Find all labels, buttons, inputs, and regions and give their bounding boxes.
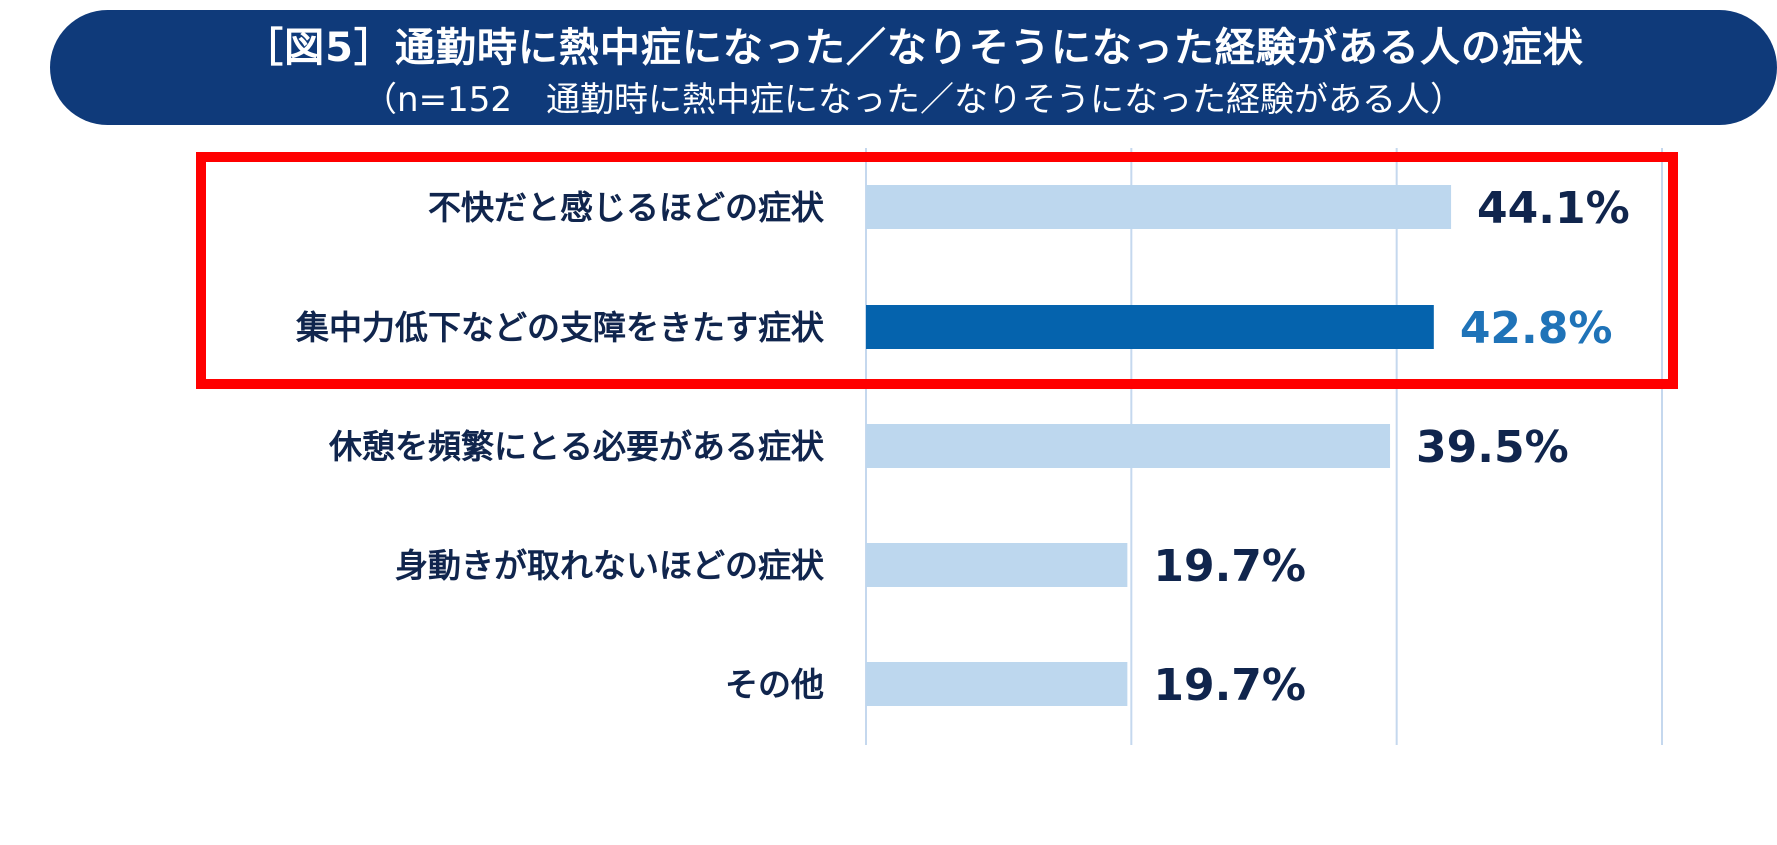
bar-0	[866, 185, 1452, 229]
category-label-1: 集中力低下などの支障をきたす症状	[295, 308, 825, 347]
bar-1	[866, 305, 1434, 349]
category-label-4: その他	[725, 665, 824, 704]
value-label-4: 19.7%	[1153, 660, 1306, 711]
value-label-2: 39.5%	[1416, 422, 1569, 473]
highlight-box	[196, 152, 1678, 389]
chart-subtitle: （n=152 通勤時に熱中症になった／なりそうになった経験がある人）	[363, 80, 1464, 120]
category-label-2: 休憩を頻繁にとる必要がある症状	[328, 427, 825, 466]
value-label-3: 19.7%	[1153, 541, 1306, 592]
bar-2	[866, 424, 1391, 468]
bar-4	[866, 662, 1128, 706]
bar-3	[866, 543, 1128, 587]
category-label-3: 身動きが取れないほどの症状	[395, 546, 825, 585]
category-label-0: 不快だと感じるほどの症状	[428, 188, 825, 227]
value-label-0: 44.1%	[1477, 183, 1630, 234]
chart-title: ［図5］通勤時に熱中症になった／なりそうになった経験がある人の症状	[243, 25, 1584, 71]
title-banner: ［図5］通勤時に熱中症になった／なりそうになった経験がある人の症状 （n=152…	[50, 10, 1777, 125]
value-label-1: 42.8%	[1460, 303, 1613, 354]
